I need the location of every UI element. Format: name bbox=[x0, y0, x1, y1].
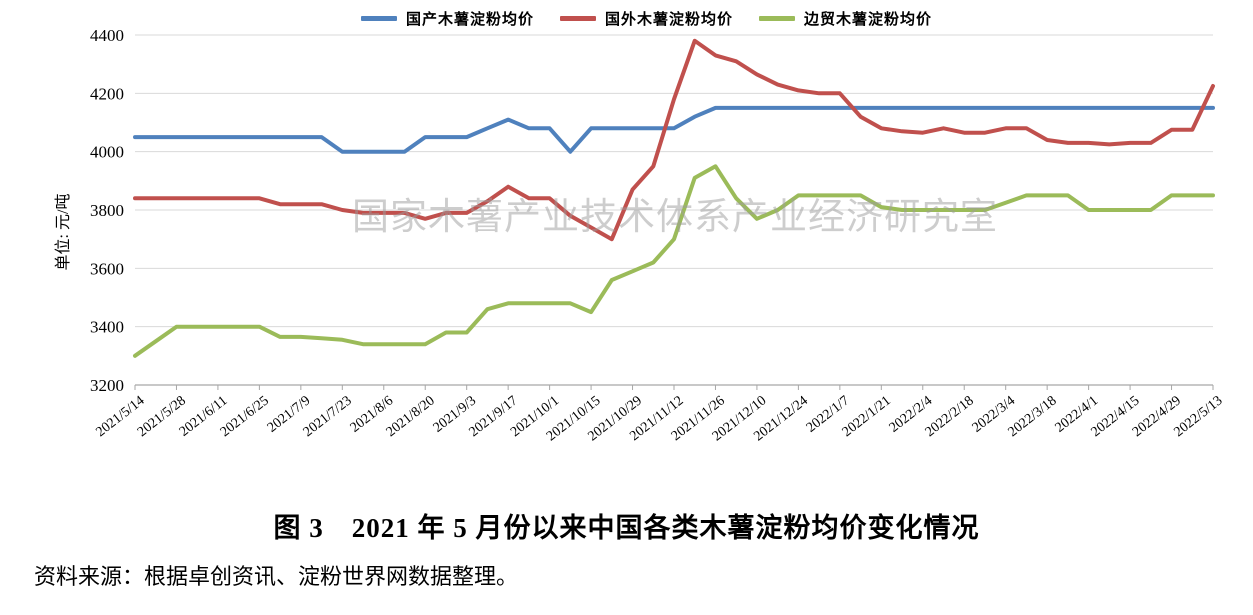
figure-caption: 图 3 2021 年 5 月份以来中国各类木薯淀粉均价变化情况 bbox=[273, 513, 980, 543]
y-axis-title: 单位: 元/吨 bbox=[54, 194, 72, 271]
legend-item-domestic: 国产木薯淀粉均价 bbox=[360, 8, 534, 29]
figure-source: 资料来源：根据卓创资讯、淀粉世界网数据整理。 bbox=[34, 564, 519, 589]
series-line-domestic bbox=[133, 105, 1215, 154]
y-axis-label: 3800 bbox=[90, 201, 124, 220]
figure-chart: 国产木薯淀粉均价 国外木薯淀粉均价 边贸木薯淀粉均价 国家木薯产业技术体系产业经… bbox=[40, 8, 1253, 444]
price-line-chart: 2021/5/142021/5/282021/6/112021/6/252021… bbox=[54, 26, 1225, 444]
legend-label-border-trade: 边贸木薯淀粉均价 bbox=[804, 12, 933, 28]
y-axis-label: 3200 bbox=[90, 376, 124, 395]
legend-item-foreign: 国外木薯淀粉均价 bbox=[559, 8, 733, 29]
legend-label-foreign: 国外木薯淀粉均价 bbox=[604, 12, 733, 28]
chart-legend: 国产木薯淀粉均价 国外木薯淀粉均价 边贸木薯淀粉均价 bbox=[40, 8, 1253, 29]
series-line-foreign bbox=[133, 38, 1215, 242]
y-axis-label: 3400 bbox=[90, 318, 124, 337]
legend-label-domestic: 国产木薯淀粉均价 bbox=[405, 12, 534, 28]
series-line-border-trade bbox=[133, 164, 1215, 358]
legend-swatch-domestic bbox=[360, 16, 397, 21]
legend-swatch-foreign bbox=[559, 16, 596, 21]
y-axis-label: 4400 bbox=[90, 26, 124, 45]
y-axis-label: 4000 bbox=[90, 143, 124, 162]
legend-swatch-border-trade bbox=[759, 16, 795, 21]
y-axis-label: 3600 bbox=[90, 259, 124, 278]
legend-item-border-trade: 边贸木薯淀粉均价 bbox=[759, 8, 932, 29]
y-axis-label: 4200 bbox=[90, 84, 124, 103]
